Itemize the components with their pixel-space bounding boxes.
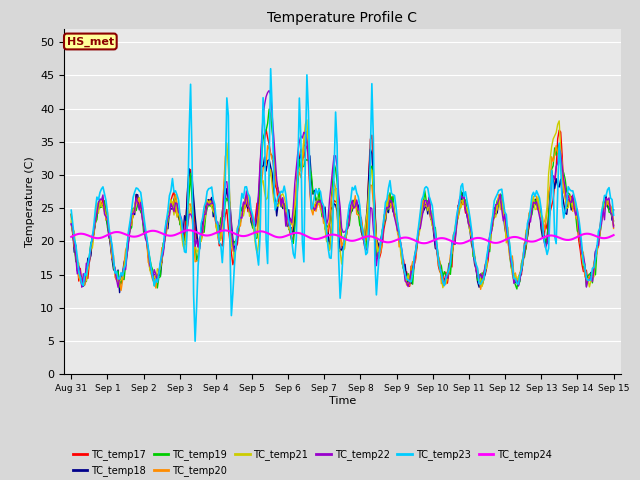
- Legend: TC_temp17, TC_temp18, TC_temp19, TC_temp20, TC_temp21, TC_temp22, TC_temp23, TC_: TC_temp17, TC_temp18, TC_temp19, TC_temp…: [69, 445, 556, 480]
- Text: HS_met: HS_met: [67, 36, 114, 47]
- Y-axis label: Temperature (C): Temperature (C): [24, 156, 35, 247]
- Title: Temperature Profile C: Temperature Profile C: [268, 11, 417, 25]
- X-axis label: Time: Time: [329, 396, 356, 406]
